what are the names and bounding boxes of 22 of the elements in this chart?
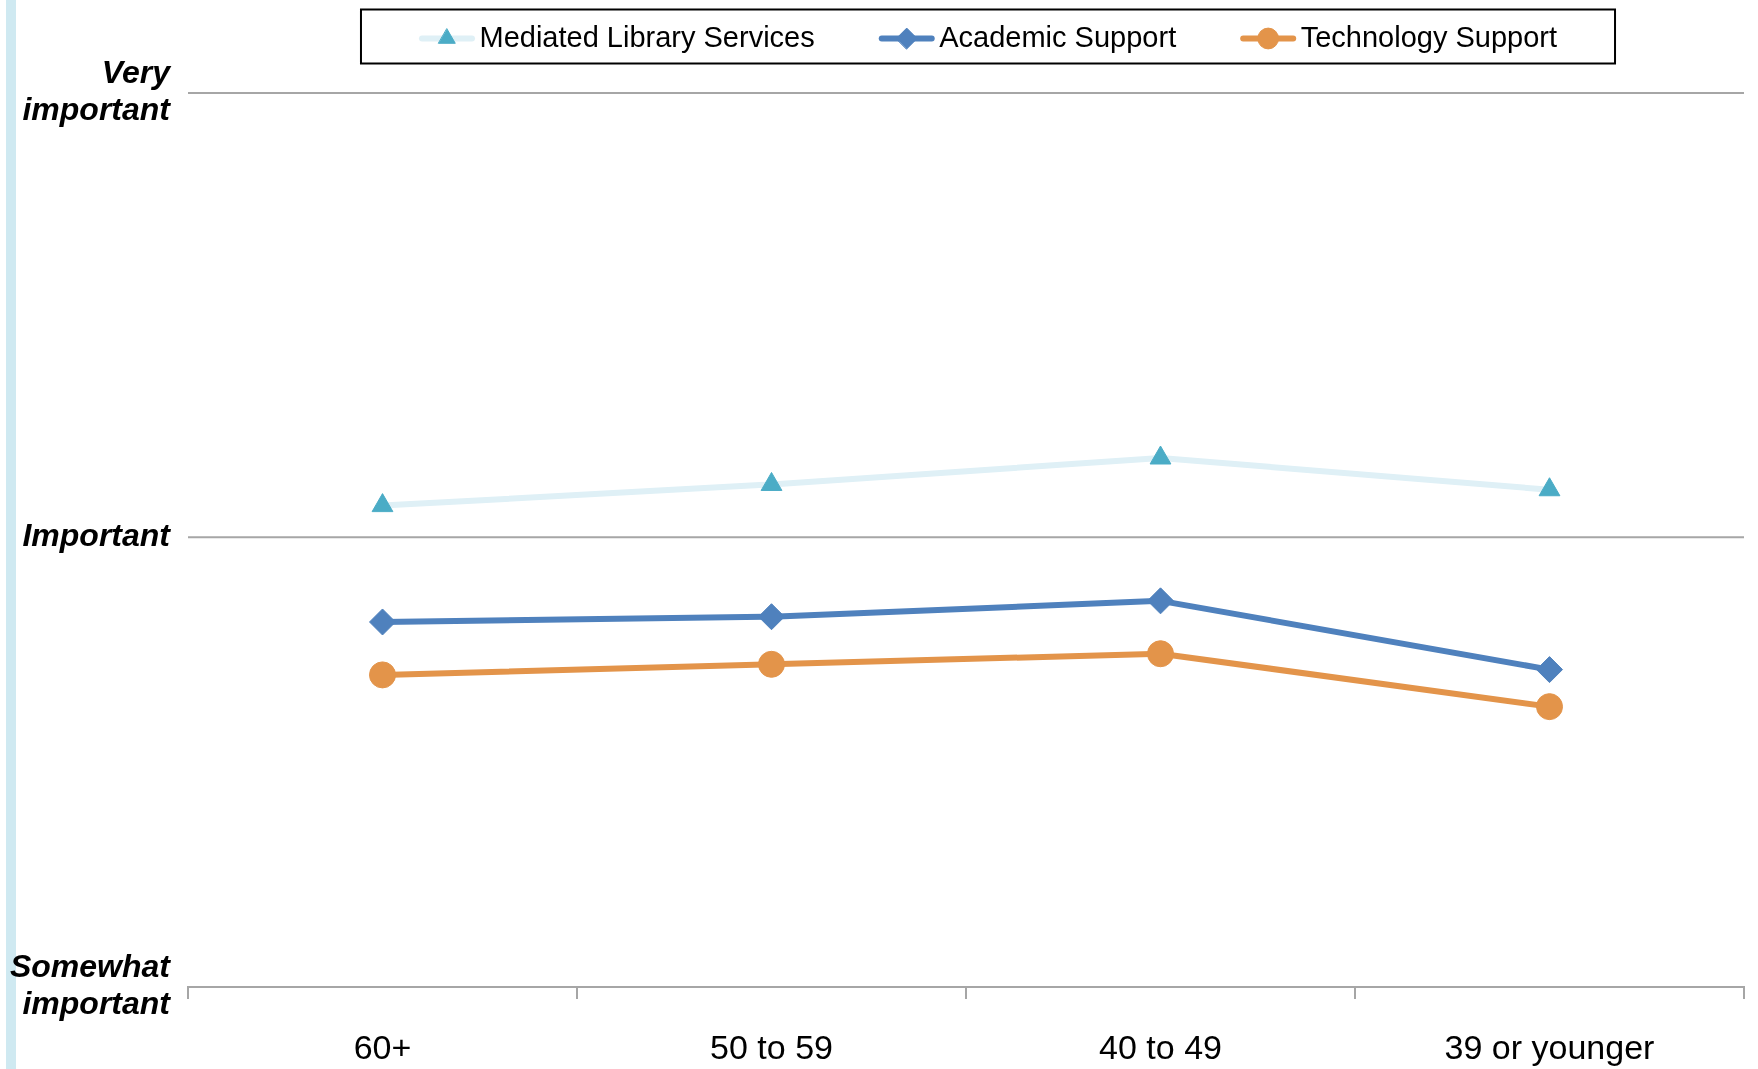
- legend-label: Mediated Library Services: [479, 20, 815, 53]
- ref-line-label: Very important: [22, 54, 173, 128]
- point: [1147, 587, 1174, 615]
- point: [1538, 477, 1561, 497]
- point: [760, 471, 783, 491]
- point: [758, 603, 785, 631]
- point: [369, 661, 396, 689]
- legend-label: Technology Support: [1300, 20, 1558, 53]
- point: [1147, 640, 1174, 668]
- x-tick-label: 50 to 59: [710, 1027, 833, 1066]
- ref-line-label: Important: [22, 517, 172, 554]
- point: [1536, 693, 1563, 721]
- point: [1536, 656, 1563, 684]
- x-tick-label: 60+: [353, 1027, 412, 1066]
- x-tick-label: 39 or younger: [1444, 1027, 1655, 1066]
- point: [758, 650, 785, 678]
- point: [1149, 445, 1172, 465]
- text: Somewhat important: [9, 948, 172, 1022]
- point: [371, 493, 394, 513]
- point: [369, 608, 396, 636]
- legend-label: Academic Support: [939, 20, 1177, 53]
- x-tick-label: 40 to 49: [1099, 1027, 1222, 1066]
